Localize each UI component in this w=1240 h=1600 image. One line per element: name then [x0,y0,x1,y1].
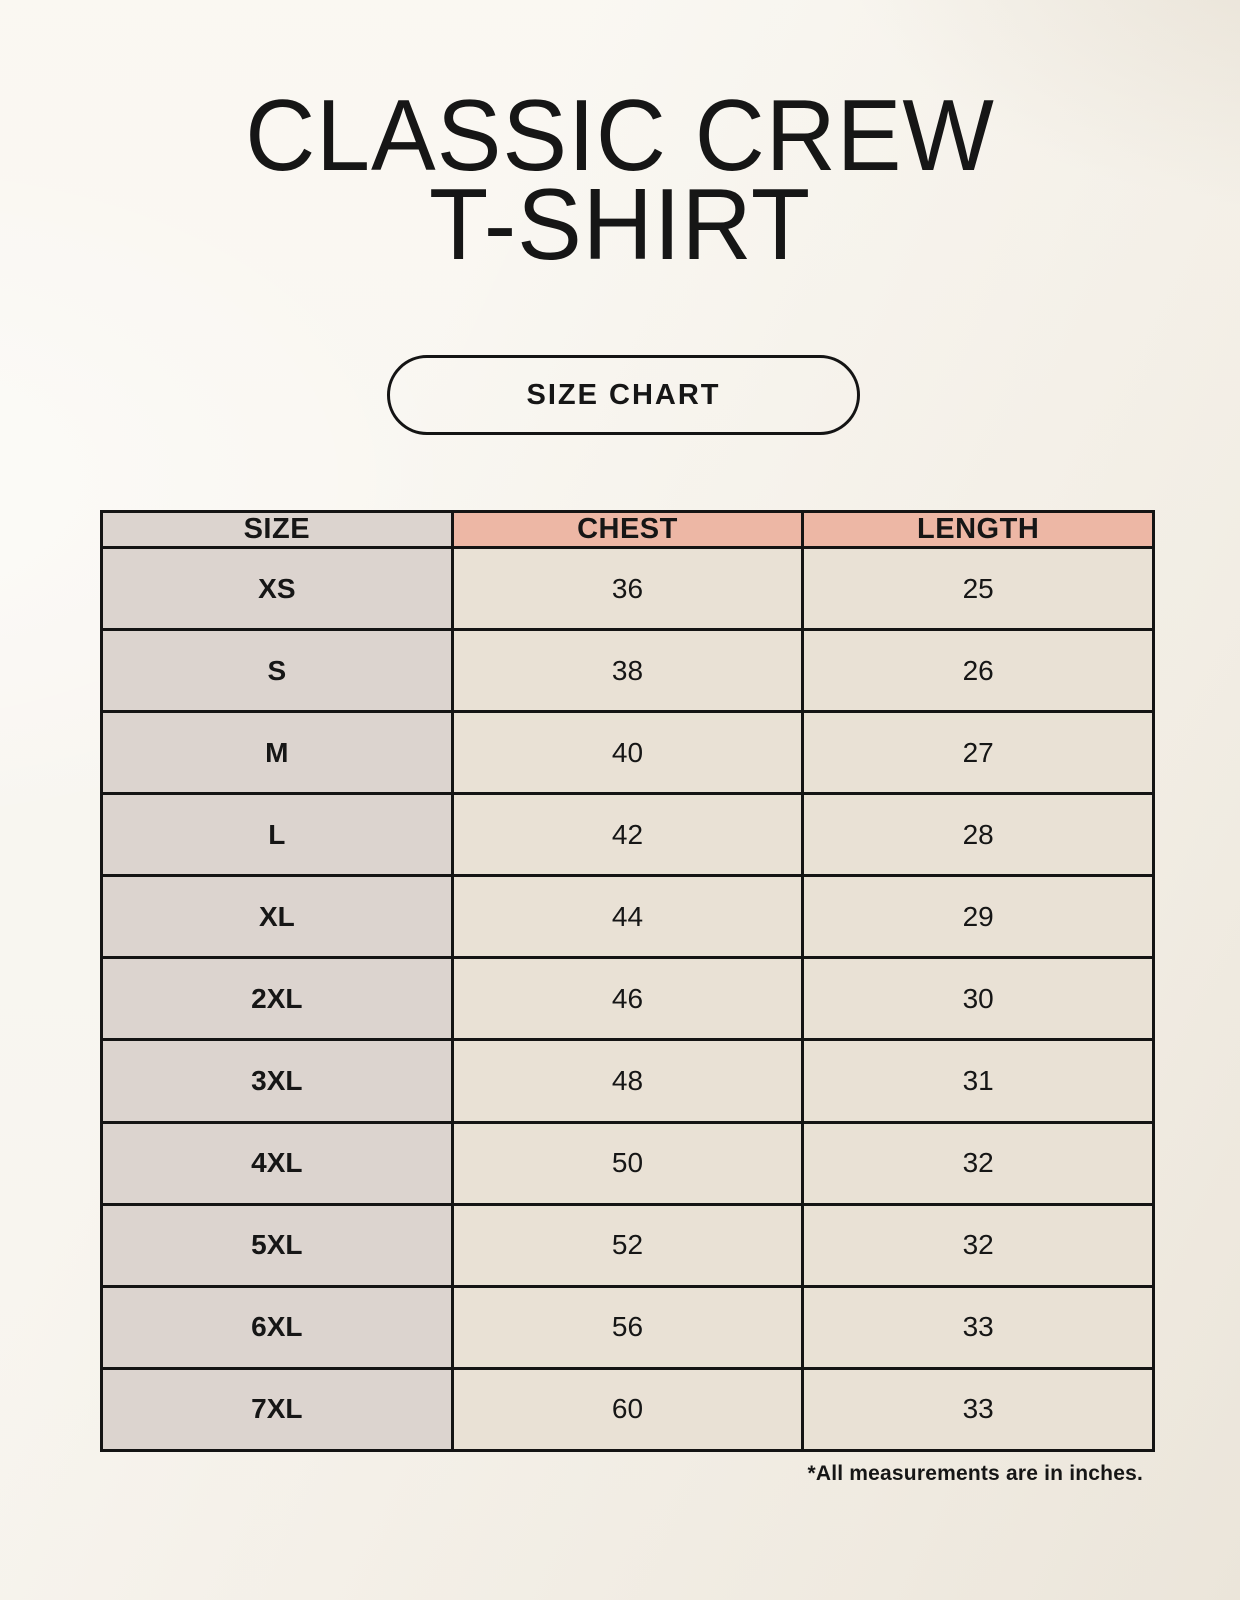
row-length-cell: 33 [801,1366,1155,1453]
table-row: S 38 26 [100,628,1155,714]
row-length-cell: 26 [801,628,1155,714]
row-size-cell: 5XL [100,1202,454,1288]
table-row: 7XL 60 33 [100,1366,1155,1453]
table-row: M 40 27 [100,710,1155,796]
size-chart-badge[interactable]: SIZE CHART [387,355,860,435]
row-chest-cell: 44 [450,874,805,960]
title-line-1: CLASSIC CREW [245,80,995,192]
row-length-cell: 30 [801,956,1155,1042]
measurements-footnote: *All measurements are in inches. [807,1462,1143,1485]
row-length-cell: 25 [801,545,1155,632]
row-size-cell: 3XL [100,1038,454,1124]
row-size-cell: 2XL [100,956,454,1042]
row-length-cell: 28 [801,792,1155,878]
size-table-container: SIZE CHEST LENGTH XS 36 25 S 38 26 M 40 27 L 42 28 X… [100,510,1155,1453]
row-size-cell: 4XL [100,1120,454,1206]
row-size-cell: XS [100,545,454,632]
row-chest-cell: 48 [450,1038,805,1124]
row-size-cell: 7XL [100,1366,454,1453]
col-header-length: LENGTH [801,510,1155,549]
row-size-cell: M [100,710,454,796]
row-chest-cell: 42 [450,792,805,878]
table-row: 2XL 46 30 [100,956,1155,1042]
row-chest-cell: 56 [450,1284,805,1370]
size-chart-badge-label: SIZE CHART [526,378,721,411]
row-length-cell: 33 [801,1284,1155,1370]
table-row: L 42 28 [100,792,1155,878]
table-row: XL 44 29 [100,874,1155,960]
row-chest-cell: 36 [450,545,805,632]
table-row: 5XL 52 32 [100,1202,1155,1288]
row-chest-cell: 52 [450,1202,805,1288]
table-header-row: SIZE CHEST LENGTH [100,510,1155,549]
row-chest-cell: 50 [450,1120,805,1206]
title-line-2: T-SHIRT [428,168,812,281]
row-length-cell: 32 [801,1202,1155,1288]
size-table: SIZE CHEST LENGTH XS 36 25 S 38 26 M 40 27 L 42 28 X… [100,510,1155,1453]
row-chest-cell: 38 [450,628,805,714]
row-size-cell: 6XL [100,1284,454,1370]
page-title: CLASSIC CREW T-SHIRT [25,80,1215,281]
row-length-cell: 32 [801,1120,1155,1206]
row-size-cell: S [100,628,454,714]
table-row: XS 36 25 [100,545,1155,632]
row-size-cell: L [100,792,454,878]
row-length-cell: 31 [801,1038,1155,1124]
row-size-cell: XL [100,874,454,960]
row-chest-cell: 60 [450,1366,805,1453]
col-header-size: SIZE [100,510,454,549]
col-header-chest: CHEST [450,510,805,549]
table-row: 3XL 48 31 [100,1038,1155,1124]
size-table-body: XS 36 25 S 38 26 M 40 27 L 42 28 XL 44 29 2XL 46 30 3XL 48 3… [100,545,1155,1453]
table-row: 4XL 50 32 [100,1120,1155,1206]
table-row: 6XL 56 33 [100,1284,1155,1370]
row-length-cell: 27 [801,710,1155,796]
row-chest-cell: 40 [450,710,805,796]
row-chest-cell: 46 [450,956,805,1042]
row-length-cell: 29 [801,874,1155,960]
